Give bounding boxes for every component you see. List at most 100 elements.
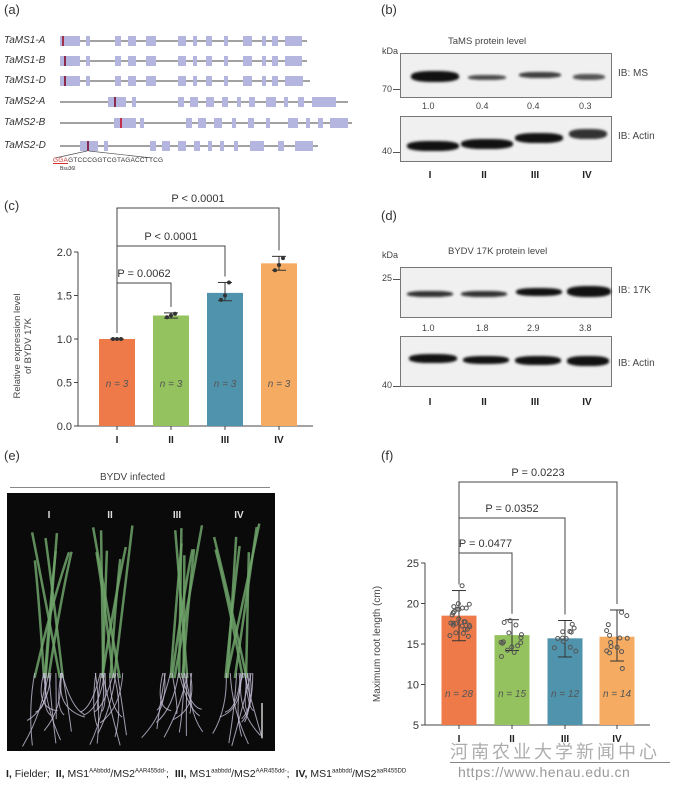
root bbox=[243, 672, 263, 739]
exon bbox=[132, 97, 136, 107]
leaf bbox=[181, 549, 196, 679]
data-point bbox=[227, 280, 231, 285]
leaf bbox=[47, 551, 73, 679]
data-point bbox=[448, 620, 454, 626]
pam-sequence: GGA bbox=[53, 157, 69, 164]
exon bbox=[249, 97, 255, 107]
kda-label: kDa bbox=[382, 250, 399, 260]
y-tick-label: 25 bbox=[407, 558, 419, 570]
leaf bbox=[169, 543, 183, 679]
significance-bracket bbox=[116, 207, 280, 333]
exon bbox=[262, 36, 266, 46]
root bbox=[178, 672, 185, 733]
exon bbox=[243, 56, 252, 66]
panel-a-label: (a) bbox=[4, 2, 20, 17]
data-point bbox=[498, 654, 504, 660]
exon bbox=[178, 56, 186, 66]
data-point bbox=[567, 644, 573, 650]
leaf bbox=[44, 537, 65, 679]
exon bbox=[318, 118, 323, 128]
root bbox=[113, 672, 120, 737]
data-point bbox=[604, 628, 610, 634]
n-label: n = 12 bbox=[551, 689, 580, 700]
exon bbox=[272, 56, 278, 66]
exon bbox=[222, 97, 228, 107]
exon bbox=[220, 141, 224, 151]
p-value-label: P = 0.0477 bbox=[459, 538, 512, 550]
data-point bbox=[466, 601, 472, 607]
y-tick-label: 0.5 bbox=[57, 378, 72, 390]
data-point bbox=[219, 297, 223, 302]
root bbox=[172, 672, 193, 721]
target-site-marker bbox=[87, 141, 89, 151]
exon bbox=[285, 76, 303, 86]
exon bbox=[262, 76, 266, 86]
y-tick-label: 20 bbox=[407, 599, 419, 611]
x-tick-label: III bbox=[561, 734, 570, 745]
p-value-label: P = 0.0062 bbox=[117, 268, 170, 280]
gene-models bbox=[54, 36, 352, 159]
root bbox=[224, 672, 242, 713]
bar-I bbox=[99, 339, 135, 426]
data-point bbox=[518, 635, 524, 641]
exon bbox=[278, 141, 284, 151]
data-point bbox=[460, 630, 466, 636]
data-point bbox=[111, 337, 115, 341]
exon bbox=[288, 118, 298, 128]
root bbox=[80, 672, 101, 713]
exon bbox=[232, 118, 236, 128]
marker-label: 40 bbox=[382, 146, 393, 156]
exon bbox=[193, 76, 197, 86]
gene-label: TaMS2-B bbox=[4, 117, 46, 128]
y-axis-label: of BYDV 17K bbox=[23, 317, 34, 374]
exon bbox=[146, 56, 156, 66]
panel-e-label: (e) bbox=[4, 448, 20, 463]
data-point bbox=[571, 625, 577, 631]
gene-label: TaMS1-D bbox=[4, 75, 46, 86]
exon bbox=[330, 118, 348, 128]
exon bbox=[86, 36, 90, 46]
exon bbox=[285, 56, 302, 66]
exon bbox=[193, 36, 197, 46]
data-point bbox=[273, 268, 277, 273]
root bbox=[156, 672, 166, 730]
root bbox=[93, 672, 98, 726]
data-point bbox=[624, 613, 630, 619]
panel-f-label: (f) bbox=[381, 448, 394, 463]
data-point bbox=[507, 618, 513, 624]
y-tick-label: 0.0 bbox=[57, 421, 72, 433]
watermark-url: https://www.henau.edu.cn bbox=[458, 764, 631, 780]
exon bbox=[272, 76, 278, 86]
exon bbox=[224, 56, 228, 66]
data-point bbox=[450, 620, 456, 626]
data-point bbox=[223, 293, 227, 298]
lane-label: I bbox=[428, 397, 432, 408]
significance-bracket bbox=[458, 481, 618, 604]
root bbox=[61, 672, 85, 715]
data-point bbox=[511, 649, 517, 655]
exon bbox=[234, 141, 238, 151]
x-tick-label: II bbox=[509, 734, 515, 745]
exon bbox=[190, 97, 198, 107]
y-tick-label: 2.0 bbox=[57, 247, 72, 259]
zoom-line bbox=[88, 150, 153, 159]
root bbox=[30, 672, 36, 746]
panel-c-label: (c) bbox=[4, 198, 20, 213]
panel-b-label: (b) bbox=[381, 2, 397, 17]
chart-f-root-length: 5 10 15 20 25 In = 28 II n = 15 III n = 12 IV n = 1… bbox=[372, 467, 650, 745]
target-site-marker bbox=[62, 36, 64, 46]
data-point bbox=[465, 633, 471, 639]
exon bbox=[214, 118, 222, 128]
data-point bbox=[165, 315, 169, 320]
gene-label: TaMS1-A bbox=[4, 35, 46, 46]
exon bbox=[114, 118, 136, 128]
band-quantification: 0.4 bbox=[476, 101, 489, 111]
data-point bbox=[560, 635, 566, 641]
target-sequence: GGAGTCCCGGTCGTAGACCTTCG bbox=[53, 157, 163, 164]
target-site-marker bbox=[64, 56, 66, 66]
exon bbox=[237, 97, 241, 107]
lane-label: I bbox=[428, 170, 432, 181]
data-point bbox=[518, 632, 524, 638]
exon bbox=[266, 118, 270, 128]
root bbox=[244, 672, 249, 712]
